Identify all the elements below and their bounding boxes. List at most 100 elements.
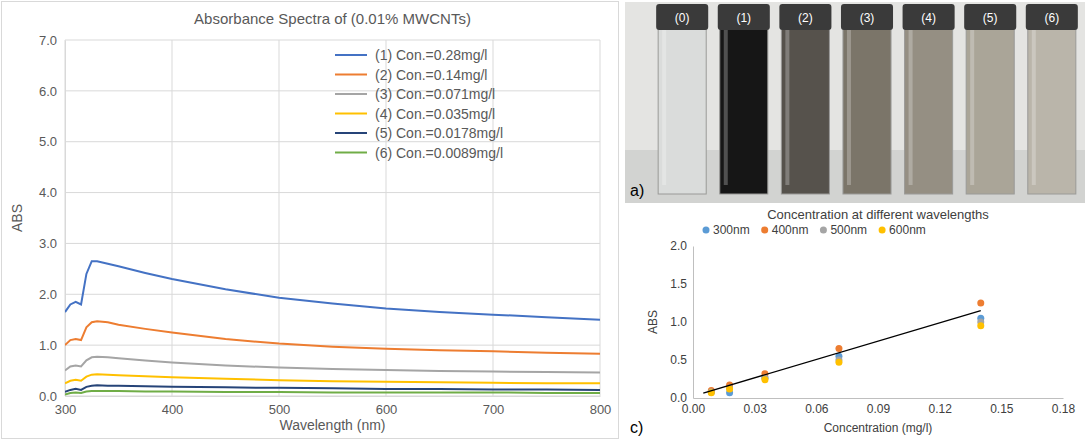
legend-entry: (3) Con.=0.071mg/l [335,86,495,102]
legend-label: 300nm [713,223,750,237]
tick: 0.09 [867,398,891,416]
scatter-point [977,300,984,307]
scatter-point [835,359,842,366]
legend-swatch [335,152,367,154]
grid-line [65,141,600,142]
cuvette: (3) [841,4,893,194]
tick: 0.03 [743,398,767,416]
series-line [65,321,600,354]
tick: 0.15 [990,398,1014,416]
cuvette-body [843,22,891,194]
cuvette: (0) [656,4,708,194]
cuvette-label: (3) [860,11,875,25]
cuvette-highlight [909,30,913,185]
cuvette-cap [841,4,893,30]
tick-label: 0.5 [670,353,687,367]
cuvette-label: (1) [736,11,751,25]
legend-marker [703,227,710,234]
legend-label: (2) Con.=0.14mg/l [375,67,487,83]
tick-label: 0.03 [743,402,767,416]
tick: 0.18 [1052,398,1076,416]
series-line [65,261,600,319]
legend-marker [820,227,827,234]
series-line [65,357,600,373]
series-line [65,391,600,395]
axis: 300400500600700800 [55,396,612,417]
photo-background [625,2,1085,203]
tick: 0.12 [928,398,952,416]
legend-label: 500nm [830,223,867,237]
tick: 6.0 [39,84,65,99]
legend-entry: 300nm [703,223,750,237]
legend-label: (4) Con.=0.035mg/l [375,106,495,122]
spectra-panel: 3004005006007008000.01.02.03.04.05.06.07… [2,2,619,439]
grid-line [172,40,173,396]
grid-line [65,40,600,41]
legend-entry: (5) Con.=0.0178mg/l [335,125,503,141]
cuvette-body [966,22,1014,194]
legend-swatch [335,113,367,115]
legend-label: (5) Con.=0.0178mg/l [375,125,503,141]
cuvette: (5) [964,4,1016,194]
legend-label: (6) Con.=0.0089mg/l [375,145,503,161]
axis: 0.00.51.01.52.0 [670,239,693,405]
cuvette-cap [1026,4,1078,30]
tick-label: 5.0 [39,134,57,149]
grid-line [65,294,600,295]
cuvette-cap [718,4,770,30]
tick: 1.0 [39,338,65,353]
scatter-panel: 0.000.030.060.090.120.150.180.00.51.01.5… [630,207,1076,436]
grid-line [65,192,600,193]
legend-marker [761,227,768,234]
panel-label: a) [630,182,644,199]
cuvette-cap [903,4,955,30]
tick-label: 700 [483,402,505,417]
grid-line [65,243,600,244]
grid-line [65,345,600,346]
axis: 0.01.02.03.04.05.06.07.0 [39,33,66,404]
x-axis-title: Wavelength (nm) [279,417,385,433]
cuvette-label: (5) [983,11,998,25]
tick-label: 7.0 [39,33,57,48]
tick-label: 300 [55,402,77,417]
grid-line [65,396,600,397]
trend-line [703,311,981,393]
axis: 0.000.030.060.090.120.150.18 [682,398,1076,416]
legend-entry: 500nm [820,223,867,237]
cuvette: (6) [1026,4,1078,194]
axis-line [694,398,1064,399]
legend-entry: 600nm [879,223,926,237]
cuvette-cap [656,4,708,30]
legend-entry: (6) Con.=0.0089mg/l [335,145,503,161]
scatter-point [761,376,768,383]
tick: 4.0 [39,185,65,200]
chart-title: Concentration at different wavelengths [767,207,989,222]
legend-label: 600nm [889,223,926,237]
cuvette-label: (2) [798,11,813,25]
cuvette-highlight [1032,30,1036,185]
tick-label: 2.0 [39,287,57,302]
tick-label: 4.0 [39,185,57,200]
cuvette-highlight [662,30,666,185]
legend-label: (1) Con.=0.28mg/l [375,47,487,63]
tick-label: 0.12 [928,402,952,416]
legend: 300nm400nm500nm600nm [703,223,926,237]
marks [703,300,984,397]
tick: 0.0 [670,391,693,405]
tick-label: 0.18 [1052,402,1076,416]
figure: 3004005006007008000.01.02.03.04.05.06.07… [0,0,1089,441]
panel-frame [2,2,619,439]
grid-line [600,40,601,396]
axis-line [66,396,601,397]
cuvette-label: (0) [675,11,690,25]
axis-line [693,247,694,399]
cuvette-highlight [785,30,789,185]
legend-entry: (4) Con.=0.035mg/l [335,106,495,122]
cuvette-highlight [847,30,851,185]
legend-swatch [335,74,367,76]
tick-label: 500 [269,402,291,417]
series-line [65,374,600,383]
tick-label: 400 [162,402,184,417]
tick-label: 1.0 [670,315,687,329]
figure-svg: 3004005006007008000.01.02.03.04.05.06.07… [0,0,1089,441]
